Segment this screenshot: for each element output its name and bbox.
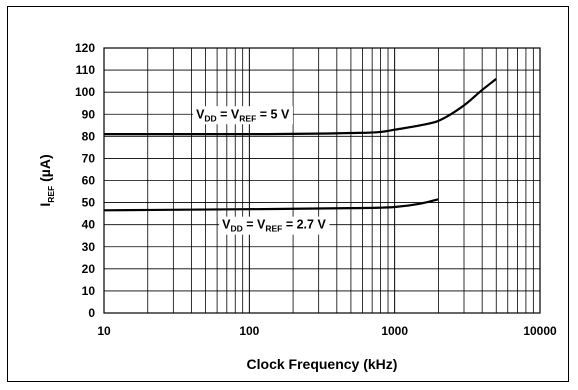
label-5v-s2: REF xyxy=(239,113,256,123)
label-5v-p1: V xyxy=(196,107,205,121)
series-line-1 xyxy=(103,198,439,212)
y-tick-label: 50 xyxy=(82,196,96,210)
label-5v-p3: = 5 V xyxy=(256,107,290,121)
y-tick-label: 110 xyxy=(76,63,96,77)
chart-frame xyxy=(7,6,569,382)
x-tick-label: 10000 xyxy=(523,324,557,338)
y-tick-label: 70 xyxy=(82,151,96,165)
y-tick-label: 30 xyxy=(82,240,96,254)
y-tick-label: 10 xyxy=(82,284,96,298)
y-tick-label: 100 xyxy=(75,85,95,99)
y-axis-label: IREF (µA) xyxy=(37,154,56,206)
x-tick-label: 10 xyxy=(97,324,111,338)
x-tick-label: 100 xyxy=(239,324,259,338)
plot-area xyxy=(103,47,541,314)
series-label-2-7v-text: VDD = VREF = 2.7 V xyxy=(222,218,326,234)
y-axis-label-sub: REF xyxy=(46,186,56,203)
y-axis-label-main: I xyxy=(37,203,53,207)
y-tick-label: 120 xyxy=(75,41,95,55)
label-5v-p2: = V xyxy=(217,107,240,121)
series-label-5v-bg xyxy=(193,106,293,125)
series-line-0 xyxy=(103,78,497,136)
y-tick-label: 80 xyxy=(82,129,96,143)
y-tick-label: 0 xyxy=(88,306,95,320)
grid xyxy=(103,47,541,314)
y-tick-label: 20 xyxy=(82,262,96,276)
series-label-2-7v: VDD = VREF = 2.7 V xyxy=(219,216,330,235)
label-2-7v-s1: DD xyxy=(230,224,242,234)
label-2-7v-p1: V xyxy=(222,218,231,232)
label-5v-s1: DD xyxy=(204,113,216,123)
series-label-5v: VDD = VREF = 5 V xyxy=(193,106,293,125)
y-tick-label: 90 xyxy=(82,107,96,121)
label-2-7v-p2: = V xyxy=(243,218,266,232)
y-axis-label-rest: (µA) xyxy=(37,154,53,185)
x-axis-label: Clock Frequency (kHz) xyxy=(247,356,398,372)
series-label-2-7v-bg xyxy=(219,216,330,235)
series-label-5v-text: VDD = VREF = 5 V xyxy=(196,107,290,123)
label-2-7v-s2: REF xyxy=(265,224,282,234)
label-2-7v-p3: = 2.7 V xyxy=(282,218,326,232)
x-tick-label: 1000 xyxy=(381,324,408,338)
series-layer xyxy=(103,78,497,212)
y-tick-label: 40 xyxy=(82,218,96,232)
y-tick-label: 60 xyxy=(82,174,96,188)
